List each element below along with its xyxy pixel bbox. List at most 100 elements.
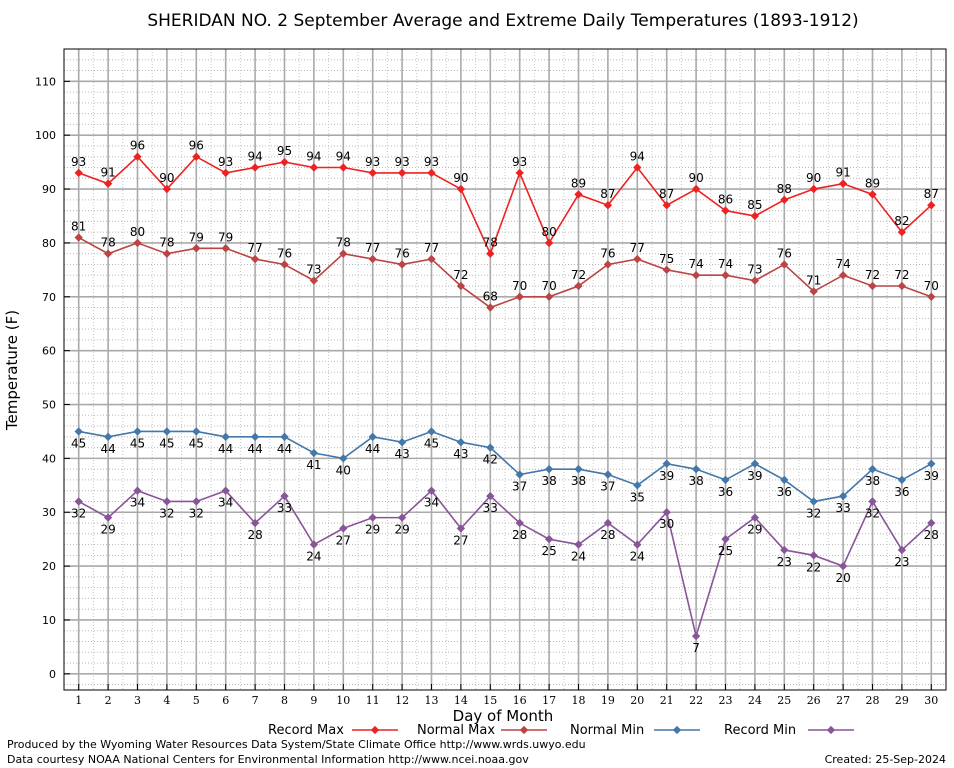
record-min-data-label: 29 [365, 523, 380, 537]
record-max-data-label: 93 [218, 155, 233, 169]
record-min-point [397, 513, 407, 522]
normal-max-point [515, 292, 524, 301]
normal-max-point [603, 260, 613, 269]
legend-swatch-marker [370, 725, 380, 735]
normal-min-data-label: 45 [71, 436, 86, 450]
y-tick-label: 100 [35, 129, 56, 142]
normal-max-data-label: 76 [777, 246, 792, 260]
legend-item-normal-min: Normal Min [570, 723, 700, 738]
record-min-point [691, 631, 701, 641]
record-max-point [868, 190, 877, 199]
record-min-data-label: 32 [189, 506, 204, 520]
normal-min-data-label: 37 [512, 480, 527, 494]
y-tick-label: 20 [42, 560, 56, 573]
normal-max-data-label: 77 [424, 241, 439, 255]
normal-max-point [192, 244, 201, 253]
normal-min-data-label: 37 [600, 480, 615, 494]
normal-min-data-label: 38 [865, 474, 880, 488]
y-tick-label: 70 [42, 291, 56, 304]
normal-max-data-label: 70 [541, 279, 556, 293]
record-min-point [133, 486, 142, 495]
record-max-point [309, 163, 319, 172]
normal-min-point [133, 427, 142, 436]
y-tick-label: 80 [42, 237, 56, 250]
normal-max-data-label: 74 [718, 257, 733, 271]
record-max-data-label: 90 [688, 171, 703, 185]
record-max-data-label: 85 [747, 198, 762, 212]
normal-min-point [74, 427, 83, 436]
normal-min-point [162, 427, 172, 436]
normal-max-data-label: 79 [218, 230, 233, 244]
normal-max-data-label: 80 [130, 225, 145, 239]
normal-max-point [721, 271, 730, 280]
normal-min-data-label: 45 [130, 436, 145, 450]
normal-min-point [927, 459, 936, 468]
record-max-data-label: 89 [865, 176, 880, 190]
normal-max-data-label: 73 [747, 263, 762, 277]
legend-label: Normal Max [417, 723, 495, 738]
record-min-point [633, 540, 642, 549]
normal-min-point [544, 464, 554, 474]
record-max-data-label: 93 [512, 155, 527, 169]
x-tick-label: 25 [777, 694, 791, 707]
normal-min-data-label: 38 [688, 474, 703, 488]
legend-item-record-max: Record Max [268, 723, 398, 738]
y-tick-label: 60 [42, 345, 56, 358]
legend-item-record-min: Record Min [724, 723, 854, 738]
normal-min-data-label: 43 [394, 447, 409, 461]
legend-swatch-marker [826, 725, 836, 735]
normal-max-point [574, 281, 583, 291]
record-max-point [456, 184, 466, 194]
x-tick-label: 30 [924, 694, 938, 707]
normal-max-point [780, 260, 789, 269]
normal-max-data-label: 77 [365, 241, 380, 255]
normal-min-point [339, 454, 348, 463]
record-min-data-label: 24 [306, 550, 321, 564]
record-min-point [486, 491, 495, 501]
record-min-data-label: 29 [100, 523, 115, 537]
record-max-point [662, 201, 671, 210]
normal-max-data-label: 79 [189, 230, 204, 244]
record-max-data-label: 93 [71, 155, 86, 169]
record-min-data-label: 33 [277, 501, 292, 515]
normal-min-point [486, 443, 495, 452]
normal-min-data-label: 44 [100, 442, 115, 456]
record-max-point [544, 238, 554, 248]
normal-min-point [515, 470, 524, 479]
normal-min-data-label: 44 [365, 442, 380, 456]
normal-min-point [633, 481, 642, 490]
record-max-point [280, 157, 289, 167]
x-tick-label: 11 [366, 694, 380, 707]
normal-min-point [662, 459, 671, 468]
record-min-data-label: 25 [541, 544, 556, 558]
x-tick-label: 22 [689, 694, 703, 707]
normal-min-data-label: 43 [453, 447, 468, 461]
record-max-data-label: 94 [336, 150, 351, 164]
record-min-point [368, 513, 377, 522]
normal-min-point [456, 438, 466, 447]
normal-min-data-label: 39 [924, 469, 939, 483]
normal-min-point [250, 432, 260, 441]
normal-max-point [427, 254, 436, 264]
normal-min-data-label: 38 [571, 474, 586, 488]
x-tick-label: 3 [134, 694, 141, 707]
record-min-data-label: 33 [483, 501, 498, 515]
record-max-data-label: 95 [277, 144, 292, 158]
y-axis-label: Temperature (F) [3, 310, 21, 431]
credit-line-2: Data courtesy NOAA National Centers for … [7, 753, 529, 766]
normal-min-data-label: 40 [336, 463, 351, 477]
normal-max-point [868, 281, 877, 291]
record-min-point [103, 513, 113, 522]
record-max-point [838, 179, 848, 188]
record-max-data-label: 94 [630, 150, 645, 164]
record-min-data-label: 25 [718, 544, 733, 558]
record-max-data-label: 91 [835, 166, 850, 180]
record-max-data-label: 93 [424, 155, 439, 169]
normal-max-data-label: 77 [630, 241, 645, 255]
normal-max-point [927, 292, 936, 301]
normal-max-point [74, 233, 83, 242]
record-max-point [633, 163, 642, 172]
record-max-data-label: 90 [453, 171, 468, 185]
record-max-point [397, 168, 407, 178]
